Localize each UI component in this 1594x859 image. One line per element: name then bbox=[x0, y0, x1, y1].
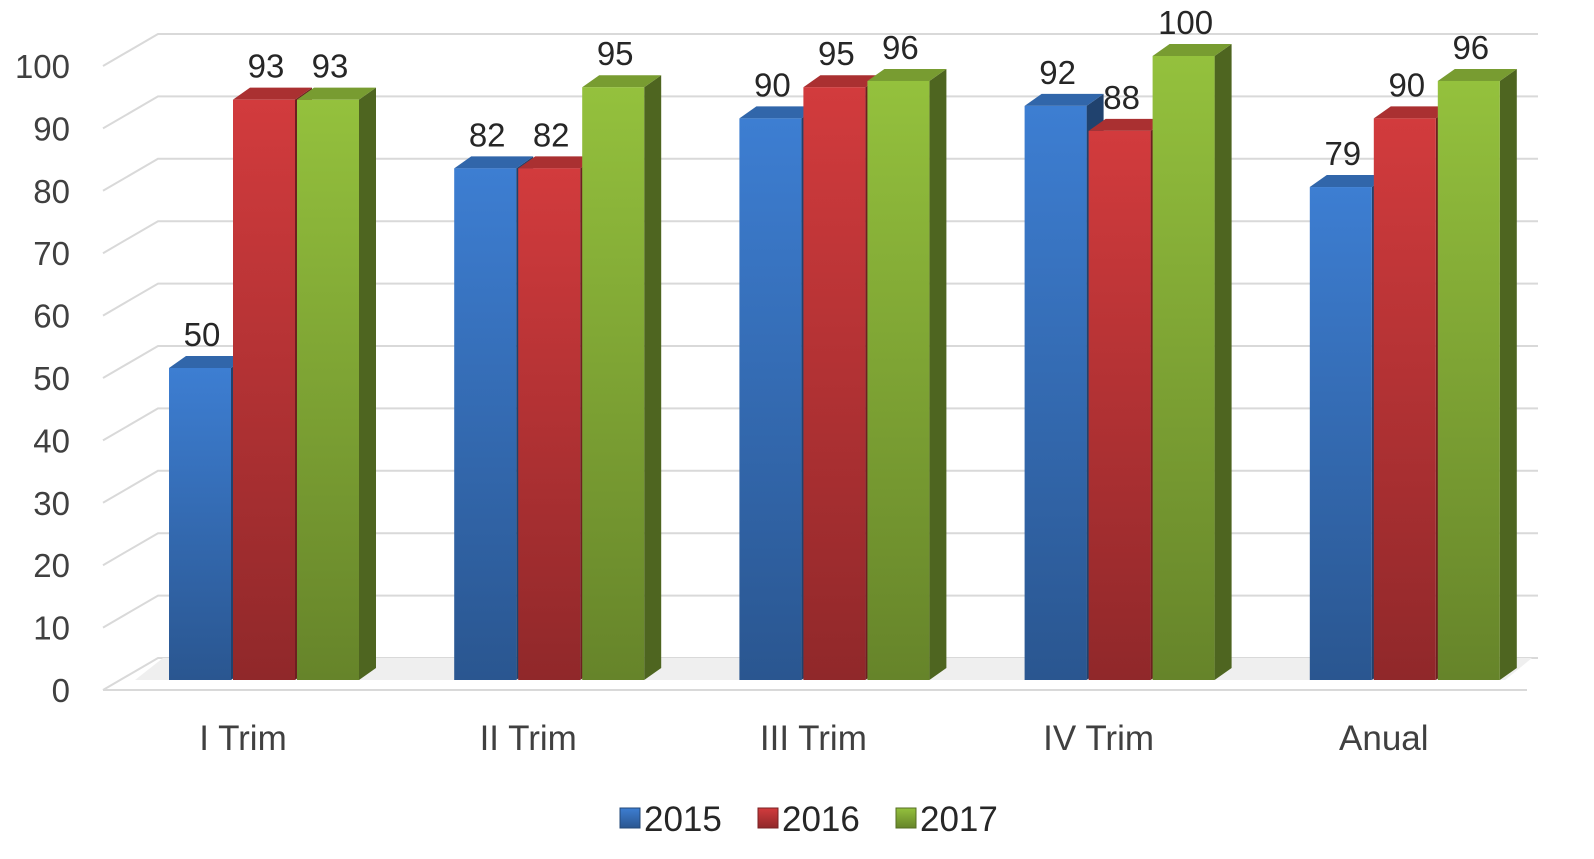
legend-item: 2017 bbox=[895, 800, 998, 839]
legend-item: 2015 bbox=[619, 800, 722, 839]
x-axis: I Trim II Trim III Trim IV Trim Anual bbox=[199, 719, 1428, 758]
legend-label: 2016 bbox=[782, 800, 860, 839]
legend-swatch bbox=[895, 807, 917, 829]
legend-swatch bbox=[619, 807, 641, 829]
data-label: 82 bbox=[469, 116, 506, 153]
data-label: 90 bbox=[754, 66, 791, 103]
bar bbox=[1437, 68, 1517, 680]
legend: 2015 2016 2017 bbox=[619, 800, 998, 839]
y-tick-label: 0 bbox=[52, 672, 70, 709]
gridline bbox=[102, 33, 1538, 67]
data-label: 100 bbox=[1158, 4, 1213, 41]
data-label: 95 bbox=[818, 35, 855, 72]
y-tick-label: 40 bbox=[33, 422, 70, 459]
legend-swatch bbox=[757, 807, 779, 829]
data-label: 50 bbox=[184, 316, 221, 353]
bar bbox=[867, 68, 947, 680]
x-tick-label: I Trim bbox=[199, 719, 286, 758]
data-labels: 50 93 93 82 82 95 90 95 96 92 88 100 79 90 96 bbox=[184, 4, 1490, 353]
y-tick-label: 50 bbox=[33, 360, 70, 397]
bars bbox=[169, 44, 1517, 681]
y-tick-label: 90 bbox=[33, 110, 70, 147]
bar bbox=[582, 75, 662, 680]
data-label: 96 bbox=[882, 29, 919, 66]
data-label: 79 bbox=[1324, 135, 1361, 172]
x-tick-label: IV Trim bbox=[1043, 719, 1154, 758]
y-axis: 0 10 20 30 40 50 60 70 80 90 100 bbox=[15, 48, 70, 709]
data-label: 82 bbox=[533, 116, 570, 153]
y-tick-label: 100 bbox=[15, 48, 70, 85]
legend-label: 2017 bbox=[920, 800, 998, 839]
y-tick-label: 80 bbox=[33, 173, 70, 210]
legend-label: 2015 bbox=[644, 800, 722, 839]
y-tick-label: 30 bbox=[33, 485, 70, 522]
data-label: 93 bbox=[312, 48, 349, 85]
data-label: 93 bbox=[248, 48, 285, 85]
y-tick-label: 10 bbox=[33, 610, 70, 647]
bar bbox=[1152, 44, 1232, 680]
y-tick-label: 60 bbox=[33, 298, 70, 335]
bar bbox=[297, 87, 376, 681]
data-label: 90 bbox=[1388, 66, 1425, 103]
legend-item: 2016 bbox=[757, 800, 860, 839]
y-tick-label: 20 bbox=[33, 547, 70, 584]
x-tick-label: III Trim bbox=[760, 719, 867, 758]
data-label: 88 bbox=[1103, 79, 1140, 116]
x-tick-label: Anual bbox=[1339, 719, 1429, 758]
data-label: 92 bbox=[1039, 54, 1076, 91]
data-label: 96 bbox=[1452, 29, 1489, 66]
data-label: 95 bbox=[597, 35, 634, 72]
y-tick-label: 70 bbox=[33, 235, 70, 272]
x-tick-label: II Trim bbox=[480, 719, 577, 758]
